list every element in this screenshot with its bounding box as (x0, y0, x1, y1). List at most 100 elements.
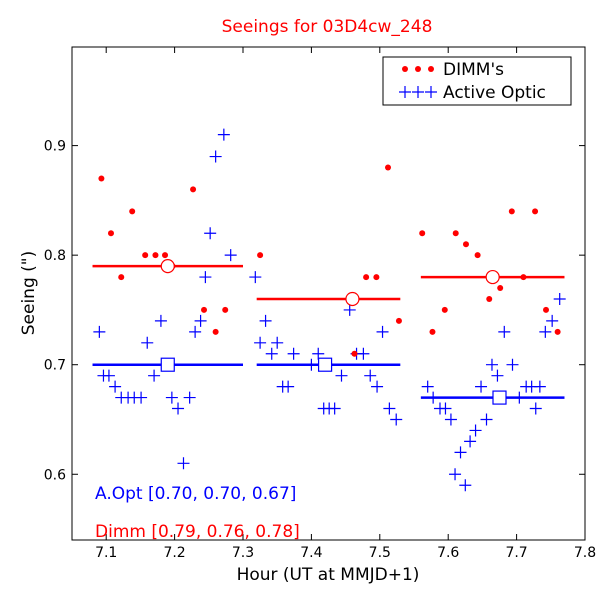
dimm-point-10 (212, 328, 219, 335)
aopt-point-13 (177, 457, 190, 470)
aopt-point-17 (199, 271, 212, 284)
aopt-point-40 (371, 380, 384, 393)
dimm-point-9 (201, 306, 208, 313)
aopt-point-52 (464, 435, 477, 448)
legend-dimm-dot-1 (415, 66, 421, 72)
aopt-point-43 (390, 413, 403, 426)
aopt-point-34 (328, 402, 341, 415)
dimm-point-30 (554, 328, 561, 335)
dimm-point-25 (497, 285, 504, 292)
aopt-point-58 (498, 325, 511, 338)
x-tick-label-3: 7.4 (300, 545, 322, 561)
dimm-point-11 (222, 306, 229, 313)
dimm-point-27 (520, 274, 527, 281)
dimm-point-6 (162, 252, 169, 259)
dimm-point-29 (543, 306, 550, 313)
x-tick-label-7: 7.8 (574, 545, 596, 561)
data-points (93, 128, 566, 492)
aopt-point-35 (335, 369, 348, 382)
aopt-point-63 (529, 402, 542, 415)
aopt-point-3 (109, 380, 122, 393)
aopt-point-57 (491, 369, 504, 382)
aopt-point-48 (444, 413, 457, 426)
aopt-point-11 (165, 391, 178, 404)
aopt-mean-marker-2 (492, 390, 507, 405)
aopt-point-56 (485, 358, 498, 371)
dimm-point-24 (486, 295, 493, 302)
legend-dimm-dot-2 (428, 66, 434, 72)
aopt-point-26 (271, 336, 284, 349)
x-tick-label-4: 7.5 (369, 545, 391, 561)
aopt-point-29 (287, 347, 300, 360)
dimm-mean-marker-1 (345, 291, 360, 307)
x-tick-label-2: 7.3 (232, 545, 254, 561)
dimm-point-2 (118, 274, 125, 281)
aopt-point-64 (533, 380, 546, 393)
legend-aopt-marker (399, 86, 437, 98)
x-tick-label-1: 7.2 (163, 545, 185, 561)
aopt-point-45 (427, 391, 440, 404)
dimm-annotation: Dimm [0.79, 0.76, 0.78] (95, 522, 300, 542)
aopt-annotation: A.Opt [0.70, 0.70, 0.67] (95, 484, 296, 504)
aopt-point-53 (469, 424, 482, 437)
dimm-point-16 (385, 164, 392, 171)
aopt-point-59 (506, 358, 519, 371)
legend-dimm-label: DIMM's (443, 60, 504, 80)
dimm-point-1 (107, 230, 114, 237)
dimm-point-8 (190, 186, 197, 193)
aopt-point-10 (154, 314, 167, 327)
dimm-point-0 (98, 175, 105, 182)
dimm-point-3 (129, 208, 136, 215)
x-tick-label-6: 7.7 (505, 545, 527, 561)
dimm-point-19 (429, 328, 436, 335)
aopt-point-41 (376, 325, 389, 338)
aopt-point-50 (454, 446, 467, 459)
aopt-point-44 (421, 380, 434, 393)
dimm-point-17 (395, 317, 402, 324)
chart-title: Seeings for 03D4cw_248 (222, 17, 433, 37)
aopt-point-21 (224, 249, 237, 262)
legend-aopt-label: Active Optic (443, 83, 546, 103)
aopt-point-9 (148, 369, 161, 382)
legend-dimm-dot-0 (402, 66, 408, 72)
aopt-point-65 (539, 325, 552, 338)
y-tick-label-2: 0.8 (44, 248, 66, 264)
aopt-point-60 (513, 391, 526, 404)
aopt-point-15 (189, 325, 202, 338)
aopt-point-36 (343, 303, 356, 316)
aopt-mean-marker-0 (160, 357, 175, 372)
aopt-point-19 (209, 150, 222, 163)
aopt-point-16 (194, 314, 207, 327)
axis-ticks: 7.1 7.2 7.3 7.4 7.5 7.6 7.7 7.8 0.6 0.7 0.8 0.9 (44, 47, 596, 561)
aopt-mean-marker-1 (317, 357, 333, 372)
dimm-mean-marker-2 (485, 269, 500, 285)
dimm-point-14 (363, 274, 370, 281)
aopt-point-66 (546, 314, 559, 327)
aopt-point-22 (249, 271, 262, 284)
dimm-point-12 (257, 252, 264, 259)
dimm-point-22 (462, 241, 469, 248)
x-axis-label: Hour (UT at MMJD+1) (237, 565, 420, 585)
aopt-point-23 (254, 336, 267, 349)
dimm-point-26 (508, 208, 515, 215)
aopt-point-30 (305, 358, 318, 371)
dimm-mean-marker-0 (160, 259, 175, 274)
aopt-point-25 (265, 347, 278, 360)
aopt-point-12 (172, 402, 185, 415)
x-tick-label-5: 7.6 (437, 545, 459, 561)
y-tick-label-0: 0.6 (44, 467, 66, 483)
aopt-point-51 (459, 479, 472, 492)
y-tick-label-3: 0.9 (44, 139, 66, 155)
mean-markers (160, 259, 507, 405)
aopt-point-8 (141, 336, 154, 349)
aopt-point-67 (553, 292, 566, 305)
aopt-point-54 (475, 380, 488, 393)
y-tick-label-1: 0.7 (44, 358, 66, 374)
aopt-point-47 (439, 402, 452, 415)
legend-aopt-plus-0 (399, 86, 411, 98)
dimm-point-5 (152, 252, 159, 259)
aopt-point-38 (357, 347, 370, 360)
aopt-point-14 (183, 391, 196, 404)
dimm-point-13 (351, 350, 358, 357)
